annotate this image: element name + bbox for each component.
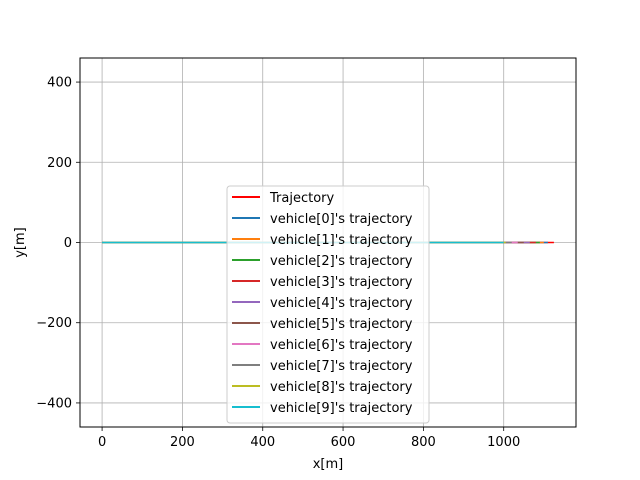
y-axis-label: y[m] xyxy=(13,227,28,258)
x-axis-label: x[m] xyxy=(313,457,344,472)
x-tick-label: 600 xyxy=(331,435,356,450)
legend-box xyxy=(226,185,430,424)
legend-entry-label: vehicle[7]'s trajectory xyxy=(270,359,413,374)
legend-entry-label: vehicle[3]'s trajectory xyxy=(270,275,413,290)
x-tick-label: 1000 xyxy=(487,435,520,450)
legend: Trajectory vehicle[0]'s trajectory vehicle… xyxy=(226,185,430,424)
legend-entry-label: vehicle[6]'s trajectory xyxy=(270,338,413,353)
legend-entry-label: vehicle[2]'s trajectory xyxy=(270,254,413,269)
legend-entry-label: vehicle[4]'s trajectory xyxy=(270,296,413,311)
x-tick-label: 400 xyxy=(250,435,275,450)
legend-entry-label: vehicle[8]'s trajectory xyxy=(270,380,413,395)
legend-entry-label: vehicle[1]'s trajectory xyxy=(270,233,413,248)
y-tick-label: 200 xyxy=(47,156,72,171)
legend-entry-label: vehicle[9]'s trajectory xyxy=(270,401,413,416)
x-tick-label: 800 xyxy=(411,435,436,450)
x-tick-label: 0 xyxy=(98,435,106,450)
legend-entry-label: Trajectory xyxy=(269,191,334,206)
y-tick-label: 400 xyxy=(47,76,72,91)
y-tick-label: −400 xyxy=(36,396,72,411)
x-tick-label: 200 xyxy=(170,435,195,450)
y-tick-label: −200 xyxy=(36,316,72,331)
y-tick-label: 0 xyxy=(64,236,72,251)
legend-entry-label: vehicle[5]'s trajectory xyxy=(270,317,413,332)
legend-entry-label: vehicle[0]'s trajectory xyxy=(270,212,413,227)
ticks: 0 200 400 600 800 1000 −400 −200 0 200 400 xyxy=(36,76,520,450)
